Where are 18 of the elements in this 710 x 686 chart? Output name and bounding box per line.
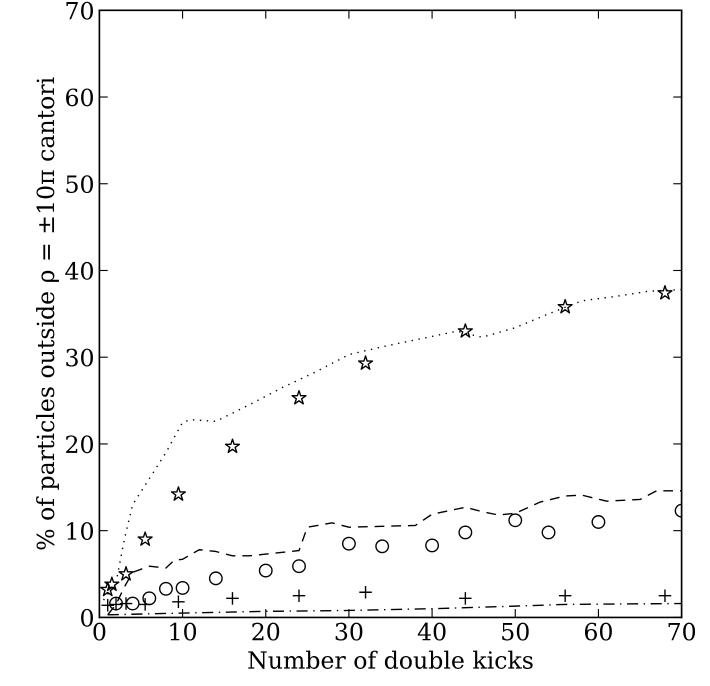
y-tick-label: 30 <box>66 348 93 367</box>
y-tick-label: 50 <box>66 175 93 194</box>
x-tick-label: 50 <box>502 622 529 641</box>
x-tick-label: 20 <box>252 622 280 641</box>
x-tick-label: 70 <box>668 622 696 641</box>
x-axis-title: Number of double kicks <box>248 650 533 669</box>
y-tick-label: 40 <box>65 262 93 280</box>
y-tick-label: 20 <box>66 435 93 454</box>
x-tick-label: 60 <box>584 622 612 641</box>
y-tick-label: 0 <box>81 608 93 627</box>
x-tick-label: 10 <box>170 622 196 641</box>
x-tick-label: 40 <box>418 622 446 641</box>
y-tick-label: 10 <box>67 522 93 540</box>
y-tick-label: 70 <box>66 2 93 20</box>
x-tick-label: 30 <box>336 622 362 641</box>
y-tick-label: 60 <box>66 88 93 106</box>
x-tick-label: 0 <box>93 622 106 641</box>
y-axis-title: % of particles outside ρ = ±10π cantori <box>36 77 59 550</box>
